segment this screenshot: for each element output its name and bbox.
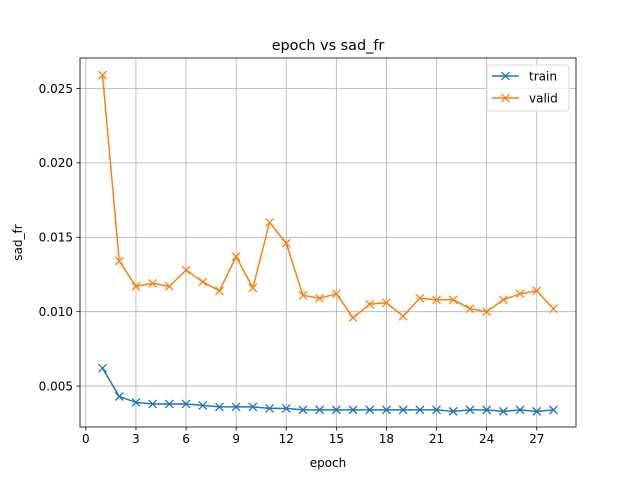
data-point-valid: [131, 281, 141, 291]
data-point-train: [214, 402, 224, 412]
data-point-train: [482, 405, 492, 415]
legend-label: valid: [529, 91, 558, 105]
data-point-valid: [331, 289, 341, 299]
data-point-valid: [415, 293, 425, 303]
data-point-train: [498, 406, 508, 416]
y-tick-label: 0.020: [39, 156, 73, 170]
data-point-train: [98, 363, 108, 373]
data-point-valid: [532, 286, 542, 296]
series-train: [98, 363, 558, 416]
legend-label: train: [529, 69, 557, 83]
legend-marker: [501, 93, 510, 103]
data-point-train: [248, 402, 258, 412]
data-point-valid: [348, 313, 358, 323]
y-tick-label: 0.015: [39, 231, 73, 245]
series-line-valid: [101, 75, 555, 319]
y-tick-label: 0.010: [39, 305, 73, 319]
data-point-valid: [465, 304, 475, 314]
data-point-valid: [231, 252, 241, 262]
x-tick-label: 0: [82, 432, 90, 446]
data-point-valid: [548, 304, 558, 314]
y-tick-label: 0.025: [39, 82, 73, 96]
data-point-train: [365, 405, 375, 415]
data-point-train: [548, 405, 558, 415]
data-point-train: [131, 397, 141, 407]
x-tick-label: 21: [429, 432, 444, 446]
data-point-valid: [498, 295, 508, 305]
y-tick-label: 0.005: [39, 379, 73, 393]
data-point-valid: [482, 307, 492, 317]
data-point-valid: [365, 299, 375, 309]
x-tick-label: 9: [232, 432, 240, 446]
data-point-train: [432, 405, 442, 415]
data-point-valid: [448, 295, 458, 305]
x-axis-ticks: 0 3 6 9 12 15 18 21 24 27: [82, 427, 544, 446]
legend-item-valid: valid: [492, 91, 558, 105]
data-point-train: [465, 405, 475, 415]
data-point-valid: [198, 277, 208, 287]
series-layer: [98, 70, 558, 416]
data-point-train: [448, 406, 458, 416]
data-point-train: [181, 399, 191, 409]
data-point-train: [415, 405, 425, 415]
legend-marker: [501, 71, 510, 81]
series-valid: [98, 70, 558, 323]
data-point-train: [532, 406, 542, 416]
data-point-train: [164, 399, 174, 409]
data-point-valid: [214, 286, 224, 296]
data-point-train: [381, 405, 391, 415]
data-point-train: [231, 402, 241, 412]
legend: train valid: [486, 64, 570, 112]
chart-title: epoch vs sad_fr: [272, 38, 385, 54]
data-point-valid: [248, 283, 258, 293]
series-line-train: [101, 367, 554, 413]
x-tick-label: 3: [132, 432, 140, 446]
data-point-train: [114, 392, 124, 401]
data-point-valid: [98, 70, 108, 80]
data-point-train: [331, 405, 341, 415]
data-point-valid: [181, 265, 191, 275]
data-point-train: [298, 405, 308, 415]
data-point-valid: [298, 290, 308, 300]
data-point-train: [148, 399, 158, 409]
data-point-train: [515, 405, 525, 415]
data-point-valid: [381, 298, 391, 308]
data-point-train: [265, 403, 275, 413]
data-point-valid: [315, 293, 325, 303]
data-point-train: [281, 403, 291, 413]
x-tick-label: 6: [182, 432, 190, 446]
x-axis-label: epoch: [310, 456, 347, 470]
data-point-valid: [281, 238, 291, 248]
x-tick-label: 12: [279, 432, 294, 446]
data-point-valid: [398, 311, 408, 321]
data-point-valid: [432, 295, 442, 305]
x-tick-label: 18: [379, 432, 394, 446]
data-point-train: [315, 405, 325, 415]
legend-item-train: train: [492, 69, 557, 83]
x-tick-label: 24: [479, 432, 494, 446]
x-tick-label: 27: [529, 432, 544, 446]
y-axis-ticks: 0.005 0.010 0.015 0.020 0.025: [39, 82, 80, 393]
data-point-train: [348, 405, 358, 415]
data-point-train: [398, 405, 408, 415]
plot-frame: [79, 57, 577, 428]
data-point-valid: [265, 217, 275, 227]
data-point-valid: [515, 289, 525, 299]
grid: [80, 58, 576, 427]
x-tick-label: 15: [329, 432, 344, 446]
data-point-valid: [148, 278, 158, 288]
data-point-train: [198, 400, 208, 410]
y-axis-label: sad_fr: [11, 224, 25, 260]
data-point-valid: [114, 256, 124, 266]
data-point-valid: [164, 281, 174, 291]
